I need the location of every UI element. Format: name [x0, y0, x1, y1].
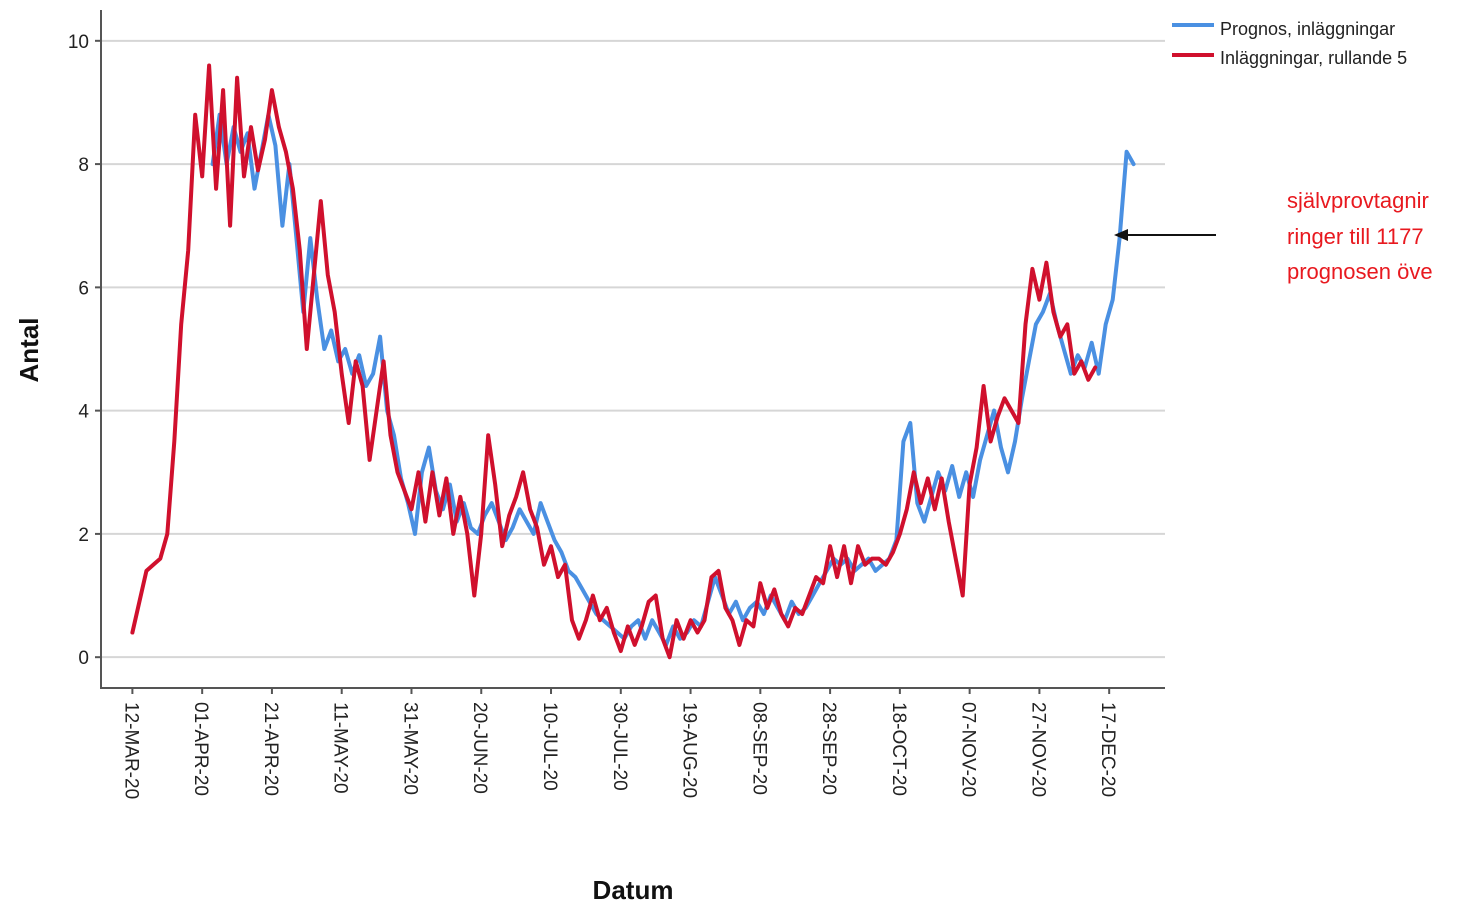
y-tick-label: 2 — [78, 525, 89, 546]
y-tick-label: 6 — [78, 278, 89, 299]
annotation-line-1: självprovtagnir — [1287, 188, 1429, 213]
legend: Prognos, inläggningar Inläggningar, rull… — [1172, 19, 1407, 68]
x-tick-label: 07-NOV-20 — [958, 702, 979, 797]
x-tick-label: 10-JUL-20 — [539, 702, 560, 791]
y-tick-label: 0 — [78, 648, 89, 669]
x-tick-label: 01-APR-20 — [190, 702, 211, 796]
x-tick-label: 27-NOV-20 — [1027, 702, 1048, 797]
x-tick-label: 12-MAR-20 — [120, 702, 141, 799]
y-axis-title: Antal — [14, 318, 44, 383]
x-tick-label: 30-JUL-20 — [609, 702, 630, 791]
y-tick-label: 8 — [78, 155, 89, 176]
annotation-line-3: prognosen öve — [1287, 259, 1433, 284]
axes — [100, 10, 1165, 689]
x-tick-label: 31-MAY-20 — [399, 702, 420, 795]
x-ticks: 12-MAR-20 01-APR-20 21-APR-20 11-MAY-20 31-M… — [120, 688, 1118, 799]
series-line-0 — [210, 112, 1136, 647]
y-tick-label: 4 — [78, 402, 89, 423]
y-ticks: 0 2 4 6 8 10 — [68, 32, 101, 669]
annotation: självprovtagnir ringer till 1177 prognos… — [1114, 188, 1433, 284]
series-line-1 — [130, 63, 1098, 660]
legend-label-prognos: Prognos, inläggningar — [1220, 19, 1395, 39]
y-tick-label: 10 — [68, 32, 89, 53]
gridlines — [101, 39, 1165, 659]
annotation-line-2: ringer till 1177 — [1287, 224, 1424, 249]
x-tick-label: 08-SEP-20 — [748, 702, 769, 795]
x-tick-label: 20-JUN-20 — [469, 702, 490, 794]
x-tick-label: 21-APR-20 — [260, 702, 281, 796]
annotation-arrow-head — [1114, 229, 1128, 241]
x-tick-label: 17-DEC-20 — [1097, 702, 1118, 797]
series — [130, 63, 1136, 660]
x-tick-label: 18-OCT-20 — [888, 702, 909, 796]
legend-label-inlaggningar: Inläggningar, rullande 5 — [1220, 48, 1407, 68]
x-tick-label: 11-MAY-20 — [330, 702, 351, 794]
x-axis-title: Datum — [593, 875, 674, 905]
x-tick-label: 28-SEP-20 — [818, 702, 839, 795]
x-tick-label: 19-AUG-20 — [679, 702, 700, 798]
